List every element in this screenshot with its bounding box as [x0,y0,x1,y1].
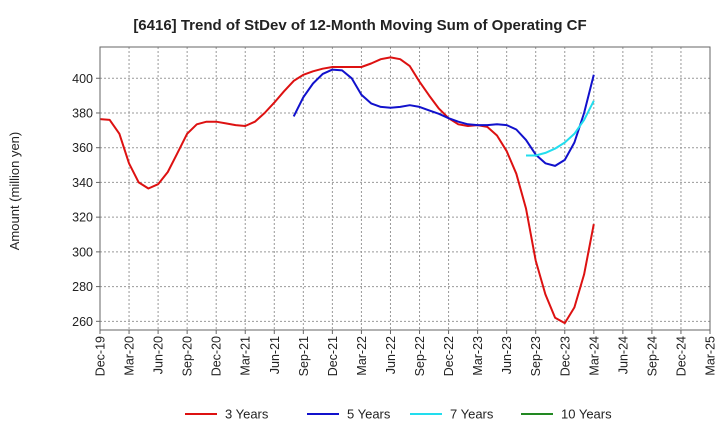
legend: 3 Years 5 Years 7 Years 10 Years [185,407,612,422]
x-tick-label: Sep-20 [181,336,195,376]
x-tick-label: Dec-24 [674,336,688,376]
legend-label: 10 Years [561,407,612,422]
y-tick-label: 260 [72,315,93,329]
x-tick-label: Jun-20 [152,336,166,374]
x-tick-label: Dec-21 [326,336,340,376]
x-tick-label: Dec-23 [558,336,572,376]
x-tick-label: Sep-24 [645,336,659,376]
x-tick-label: Dec-20 [210,336,224,376]
y-axis: 260 280 300 320 340 360 380 400 [72,72,100,329]
y-tick-label: 280 [72,280,93,294]
chart-title: [6416] Trend of StDev of 12-Month Moving… [133,17,586,34]
x-tick-label: Sep-21 [297,336,311,376]
y-tick-label: 380 [72,106,93,120]
x-tick-label: Dec-22 [442,336,456,376]
x-tick-label: Jun-21 [268,336,282,374]
x-tick-label: Dec-19 [94,336,108,376]
y-tick-label: 300 [72,245,93,259]
legend-label: 3 Years [225,407,269,422]
x-tick-label: Sep-23 [529,336,543,376]
y-tick-label: 400 [72,72,93,86]
series-line-5-years [292,68,595,167]
grid-lines [99,47,711,330]
legend-label: 5 Years [347,407,391,422]
x-tick-label: Sep-22 [413,336,427,376]
x-tick-label: Mar-25 [704,336,718,376]
x-tick-label: Jun-23 [500,336,514,374]
x-tick-label: Mar-21 [239,336,253,376]
plot-area-frame [99,46,711,331]
y-tick-label: 320 [72,211,93,225]
y-tick-label: 360 [72,141,93,155]
x-tick-label: Jun-22 [384,336,398,374]
y-tick-label: 340 [72,176,93,190]
x-tick-label: Jun-24 [616,336,630,374]
legend-label: 7 Years [450,407,494,422]
series-lines [99,56,595,325]
x-tick-label: Mar-22 [355,336,369,376]
x-tick-label: Mar-20 [123,336,137,376]
y-axis-label: Amount (million yen) [7,132,22,251]
x-axis: Dec-19 Mar-20 Jun-20 Sep-20 Dec-20 Mar-21 Jun-… [94,330,718,376]
series-line-7-years [526,100,595,157]
x-tick-label: Mar-24 [587,336,601,376]
x-tick-label: Mar-23 [471,336,485,376]
series-line-3-years [99,56,595,325]
